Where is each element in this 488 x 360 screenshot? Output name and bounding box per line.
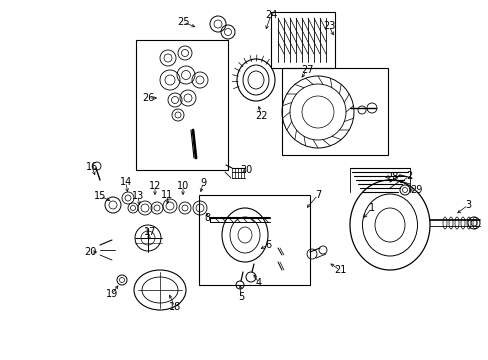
Text: 13: 13 xyxy=(132,191,144,201)
Text: 18: 18 xyxy=(168,302,181,312)
Text: 30: 30 xyxy=(240,165,252,175)
Text: 2: 2 xyxy=(405,171,411,181)
Text: 11: 11 xyxy=(161,190,173,200)
Text: 1: 1 xyxy=(368,203,374,213)
Text: 27: 27 xyxy=(300,65,313,75)
Text: 29: 29 xyxy=(409,185,421,195)
Text: 3: 3 xyxy=(464,200,470,210)
Text: 19: 19 xyxy=(106,289,118,299)
Text: 8: 8 xyxy=(203,213,210,223)
Bar xyxy=(282,68,387,155)
Text: 25: 25 xyxy=(176,17,189,27)
Text: 17: 17 xyxy=(143,227,156,237)
Text: 23: 23 xyxy=(322,21,334,31)
Text: 26: 26 xyxy=(142,93,154,103)
Text: 4: 4 xyxy=(255,278,262,288)
Text: 21: 21 xyxy=(333,265,346,275)
Bar xyxy=(199,195,309,285)
Text: 22: 22 xyxy=(254,111,267,121)
Text: 28: 28 xyxy=(385,172,397,182)
Text: 10: 10 xyxy=(177,181,189,191)
Text: 9: 9 xyxy=(200,178,205,188)
Text: 15: 15 xyxy=(94,191,106,201)
Text: 14: 14 xyxy=(120,177,132,187)
Text: 24: 24 xyxy=(264,10,277,20)
Text: 5: 5 xyxy=(237,292,244,302)
Text: 20: 20 xyxy=(83,247,96,257)
Bar xyxy=(270,12,334,68)
Bar xyxy=(136,40,227,170)
Text: 16: 16 xyxy=(86,162,98,172)
Text: 6: 6 xyxy=(264,240,270,250)
Text: 7: 7 xyxy=(314,190,321,200)
Text: 12: 12 xyxy=(148,181,161,191)
